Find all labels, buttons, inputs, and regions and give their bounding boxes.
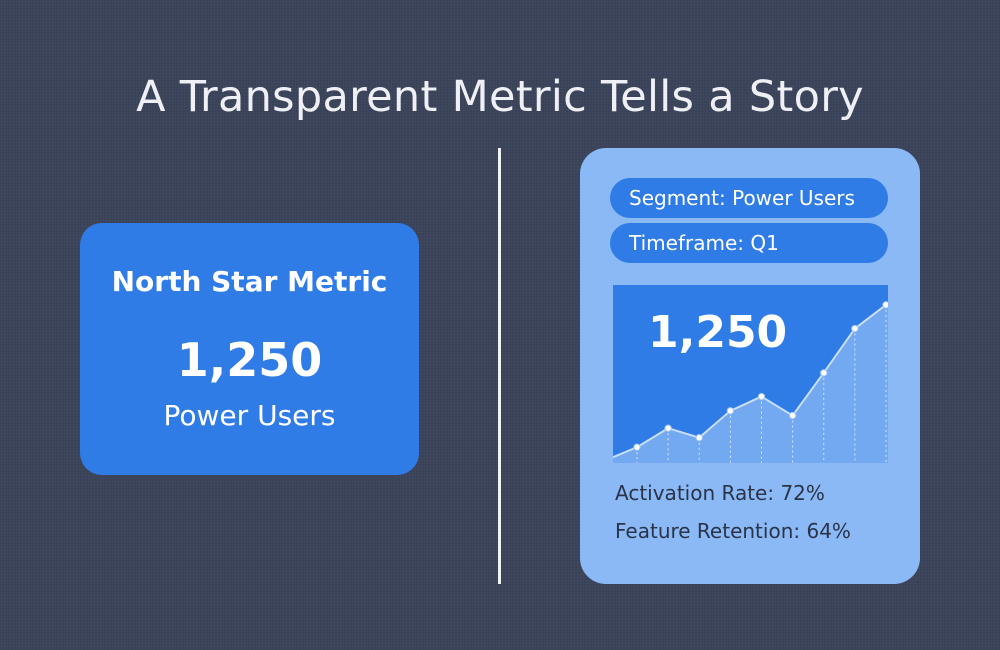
data-point-8: [851, 324, 859, 333]
feature-retention-label: Feature Retention: 64%: [615, 519, 851, 543]
data-point-4: [726, 407, 735, 415]
card-value: 1,250: [176, 333, 323, 387]
page-title: A Transparent Metric Tells a Story: [136, 72, 864, 122]
data-point-5: [757, 392, 766, 401]
trend-chart-svg: [613, 301, 888, 463]
activation-rate-label: Activation Rate: 72%: [615, 481, 825, 505]
segment-pill: Segment: Power Users: [610, 178, 888, 218]
north-star-card: North Star Metric 1,250 Power Users: [80, 223, 419, 475]
metric-detail-panel: Segment: Power Users Timeframe: Q1 1,250…: [580, 148, 920, 584]
card-heading: North Star Metric: [111, 265, 388, 298]
divider: [498, 148, 501, 584]
data-point-2: [664, 424, 672, 432]
series-area: [613, 304, 888, 463]
chart-value: 1,250: [648, 307, 788, 358]
card-label: Power Users: [163, 399, 336, 432]
trend-chart: 1,250: [613, 285, 888, 463]
data-point-6: [788, 411, 797, 420]
series-line: [613, 304, 887, 459]
timeframe-pill: Timeframe: Q1: [610, 223, 888, 263]
data-point-3: [695, 433, 703, 442]
data-point-1: [633, 443, 641, 451]
data-point-7: [820, 369, 828, 377]
data-point-9: [882, 301, 888, 309]
